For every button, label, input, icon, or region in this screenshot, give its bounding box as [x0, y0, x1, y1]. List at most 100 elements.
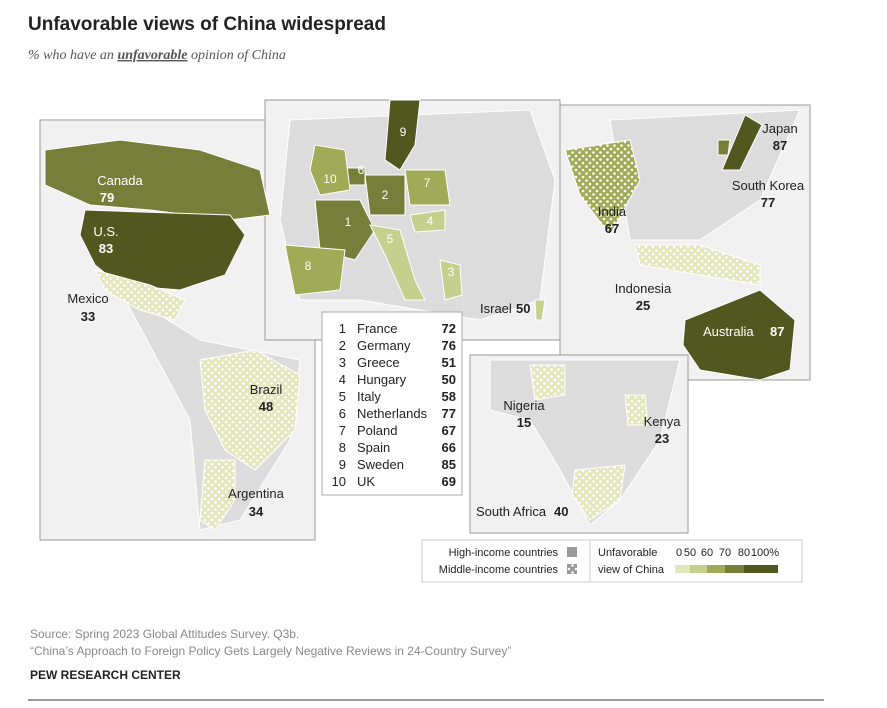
list-key: 8 — [339, 440, 346, 455]
list-key: 2 — [339, 338, 346, 353]
country-value: 40 — [554, 504, 568, 519]
income-pattern — [200, 350, 300, 470]
list-name: Poland — [357, 423, 397, 438]
country — [369, 224, 426, 301]
list-key: 4 — [339, 372, 346, 387]
map-key: 2 — [382, 188, 389, 202]
list-value: 72 — [442, 321, 456, 336]
country — [439, 259, 463, 301]
source: “China’s Approach to Foreign Policy Gets… — [30, 644, 511, 658]
country — [314, 199, 376, 261]
country-value: 87 — [770, 324, 784, 339]
scale-tick: 100% — [751, 547, 779, 559]
list-name: France — [357, 321, 397, 336]
map-key: 8 — [305, 259, 312, 273]
income-pattern — [530, 365, 565, 400]
country-value: 50 — [516, 301, 530, 316]
list-key: 5 — [339, 389, 346, 404]
country-value: 87 — [773, 138, 787, 153]
country-value: 23 — [655, 431, 669, 446]
country — [284, 244, 346, 296]
list-name: Spain — [357, 440, 390, 455]
map-key: 5 — [387, 232, 394, 246]
list-key: 10 — [332, 474, 346, 489]
list-key: 7 — [339, 423, 346, 438]
scale-tick: 0 — [676, 547, 682, 559]
map-key: 10 — [323, 172, 337, 186]
income-pattern — [200, 460, 235, 530]
list-value: 76 — [442, 338, 456, 353]
list-name: Germany — [357, 338, 411, 353]
list-value: 66 — [442, 440, 456, 455]
list-value: 67 — [442, 423, 456, 438]
map-key: 3 — [448, 265, 455, 279]
group-swatch — [567, 547, 577, 557]
scale-title: view of China — [598, 564, 665, 576]
org: PEW RESEARCH CENTER — [30, 668, 181, 682]
country — [721, 114, 763, 171]
country-name: Mexico — [67, 291, 108, 306]
country — [364, 174, 406, 216]
scale-tick: 80 — [738, 547, 750, 559]
country-value: 79 — [100, 190, 114, 205]
list-name: Netherlands — [357, 406, 428, 421]
country-value: 33 — [81, 309, 95, 324]
scale-swatch — [725, 565, 744, 573]
scale-swatch — [690, 565, 707, 573]
income-pattern — [635, 245, 760, 285]
list-value: 58 — [442, 389, 456, 404]
list-name: UK — [357, 474, 375, 489]
country — [44, 139, 271, 221]
scale-tick: 70 — [719, 547, 731, 559]
scale-tick: 60 — [701, 547, 713, 559]
source: Source: Spring 2023 Global Attitudes Sur… — [30, 627, 299, 641]
country-value: 25 — [636, 298, 650, 313]
country-name: Argentina — [228, 486, 284, 501]
country-value: 15 — [517, 415, 531, 430]
country — [79, 209, 246, 291]
country-value: 48 — [259, 399, 273, 414]
income-pattern — [625, 395, 648, 425]
country-name: Indonesia — [615, 281, 672, 296]
scale-swatch — [707, 565, 725, 573]
list-name: Greece — [357, 355, 400, 370]
list-key: 1 — [339, 321, 346, 336]
list-name: Hungary — [357, 372, 407, 387]
country-name: Israel — [480, 301, 512, 316]
country-value: 67 — [605, 221, 619, 236]
country-name: Australia — [703, 324, 754, 339]
country-name: Japan — [762, 121, 797, 136]
country-value: 83 — [99, 241, 113, 256]
map-key: 4 — [427, 214, 434, 228]
country — [384, 99, 421, 171]
list-value: 50 — [442, 372, 456, 387]
country — [309, 144, 351, 196]
income-pattern — [565, 140, 640, 235]
scale-swatch — [744, 565, 778, 573]
scale-legend-box — [589, 539, 803, 583]
list-value: 77 — [442, 406, 456, 421]
list-value: 51 — [442, 355, 456, 370]
europe-list-box — [321, 311, 463, 496]
country-name: Kenya — [644, 414, 682, 429]
income-pattern — [95, 270, 185, 320]
map-key: 6 — [358, 163, 365, 177]
country — [534, 299, 546, 321]
country-name: South Korea — [732, 178, 805, 193]
country-name: India — [598, 204, 627, 219]
list-name: Sweden — [357, 457, 404, 472]
list-key: 9 — [339, 457, 346, 472]
country-name: U.S. — [93, 224, 118, 239]
list-name: Italy — [357, 389, 381, 404]
list-key: 6 — [339, 406, 346, 421]
country-value: 77 — [761, 195, 775, 210]
list-value: 69 — [442, 474, 456, 489]
subtitle-part: % who have an — [28, 48, 114, 63]
group-label: Middle-income countries — [439, 564, 559, 576]
subtitle: % who have an unfavorable opinion of Chi… — [28, 48, 286, 63]
list-value: 85 — [442, 457, 456, 472]
scale-tick: 50 — [684, 547, 696, 559]
list-key: 3 — [339, 355, 346, 370]
country — [682, 289, 796, 381]
